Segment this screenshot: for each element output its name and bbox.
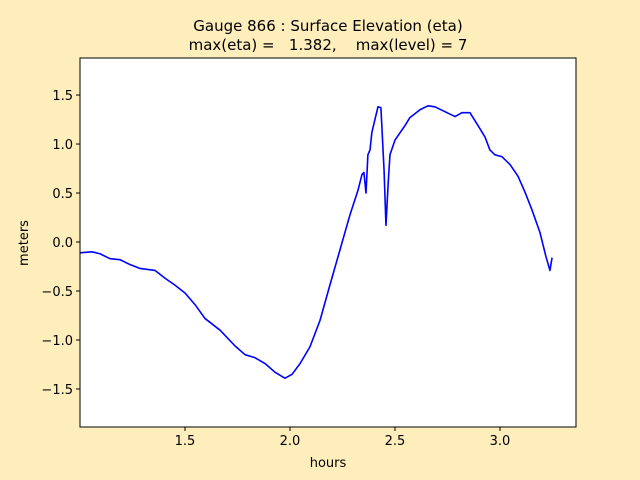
- y-tick-label: 0.0: [52, 236, 73, 251]
- y-tick-label: 1.5: [52, 89, 73, 104]
- data-line: [79, 105, 553, 379]
- x-tick-label: 3.0: [490, 434, 511, 449]
- y-tick-label: 1.0: [52, 138, 73, 153]
- y-tick-label: −1.5: [41, 383, 73, 398]
- axes-frame: [79, 57, 577, 428]
- y-tick-label: −0.5: [41, 285, 73, 300]
- chart-subtitle: max(eta) = 1.382, max(level) = 7: [189, 36, 468, 54]
- chart-title: Gauge 866 : Surface Elevation (eta): [193, 17, 462, 35]
- x-tick-label: 2.0: [280, 434, 301, 449]
- y-axis-label: meters: [17, 220, 32, 266]
- y-tick-label: −1.0: [41, 334, 73, 349]
- y-tick-label: 0.5: [52, 187, 73, 202]
- x-tick-label: 1.5: [175, 434, 196, 449]
- x-tick-label: 2.5: [385, 434, 406, 449]
- plot-area: [80, 58, 576, 427]
- x-axis-label: hours: [310, 456, 347, 471]
